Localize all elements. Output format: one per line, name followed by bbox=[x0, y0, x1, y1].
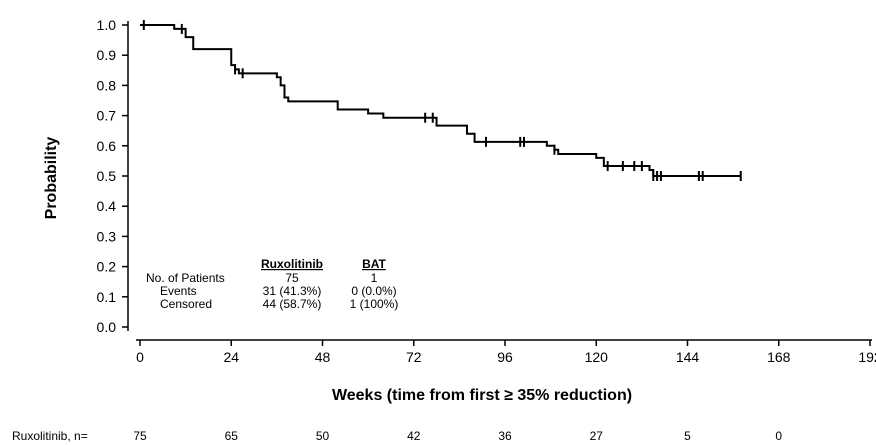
table-cell: 75 bbox=[285, 271, 299, 285]
at-risk-row: Ruxolitinib, n= 75 65 50 42 36 27 5 0 bbox=[12, 429, 782, 443]
series-group bbox=[140, 20, 742, 181]
x-tick-label: 48 bbox=[315, 349, 331, 365]
table-row-label: Events bbox=[160, 284, 197, 298]
x-tick-label: 96 bbox=[497, 349, 513, 365]
x-tick-label: 0 bbox=[136, 349, 144, 365]
x-tick-label: 72 bbox=[406, 349, 422, 365]
at-risk-count: 5 bbox=[684, 429, 691, 443]
x-tick-label: 144 bbox=[676, 349, 700, 365]
at-risk-count: 0 bbox=[775, 429, 782, 443]
table-col-header: BAT bbox=[362, 257, 386, 271]
y-tick-label: 0.4 bbox=[97, 198, 117, 214]
table-col-header: Ruxolitinib bbox=[261, 257, 323, 271]
y-axis: 0.0 0.1 0.2 0.3 0.4 0.5 0.6 0.7 0.8 0.9 1.0 bbox=[97, 17, 129, 335]
at-risk-count: 27 bbox=[590, 429, 604, 443]
table-row-label: No. of Patients bbox=[146, 271, 225, 285]
y-tick-label: 0.8 bbox=[97, 77, 117, 93]
table-cell: 31 (41.3%) bbox=[263, 284, 322, 298]
y-tick-label: 0.6 bbox=[97, 138, 117, 154]
y-tick-label: 0.0 bbox=[97, 319, 117, 335]
y-tick-label: 1.0 bbox=[97, 17, 117, 33]
x-tick-label: 168 bbox=[767, 349, 791, 365]
at-risk-count: 75 bbox=[133, 429, 147, 443]
at-risk-count: 36 bbox=[498, 429, 512, 443]
summary-table: Ruxolitinib BAT No. of Patients 75 1 Events 31… bbox=[146, 257, 398, 311]
x-tick-label: 192 bbox=[858, 349, 876, 365]
table-row-label: Censored bbox=[160, 297, 212, 311]
at-risk-count: 65 bbox=[225, 429, 239, 443]
x-axis-label: Weeks (time from first ≥ 35% reduction) bbox=[332, 387, 632, 404]
x-tick-label: 120 bbox=[585, 349, 609, 365]
at-risk-label: Ruxolitinib, n= bbox=[12, 429, 88, 443]
y-tick-label: 0.1 bbox=[97, 289, 117, 305]
table-cell: 0 (0.0%) bbox=[351, 284, 396, 298]
y-tick-label: 0.9 bbox=[97, 47, 117, 63]
y-tick-label: 0.2 bbox=[97, 259, 117, 275]
y-axis-label: Probability bbox=[43, 137, 60, 220]
y-tick-label: 0.7 bbox=[97, 108, 117, 124]
table-cell: 44 (58.7%) bbox=[263, 297, 322, 311]
table-cell: 1 (100%) bbox=[350, 297, 399, 311]
y-tick-label: 0.5 bbox=[97, 168, 117, 184]
x-tick-label: 24 bbox=[223, 349, 239, 365]
at-risk-count: 50 bbox=[316, 429, 330, 443]
table-cell: 1 bbox=[371, 271, 378, 285]
y-tick-label: 0.3 bbox=[97, 228, 117, 244]
x-axis: 0 24 48 72 96 120 144 168 192 bbox=[136, 339, 876, 365]
at-risk-count: 42 bbox=[407, 429, 421, 443]
survival-curve bbox=[140, 24, 741, 177]
